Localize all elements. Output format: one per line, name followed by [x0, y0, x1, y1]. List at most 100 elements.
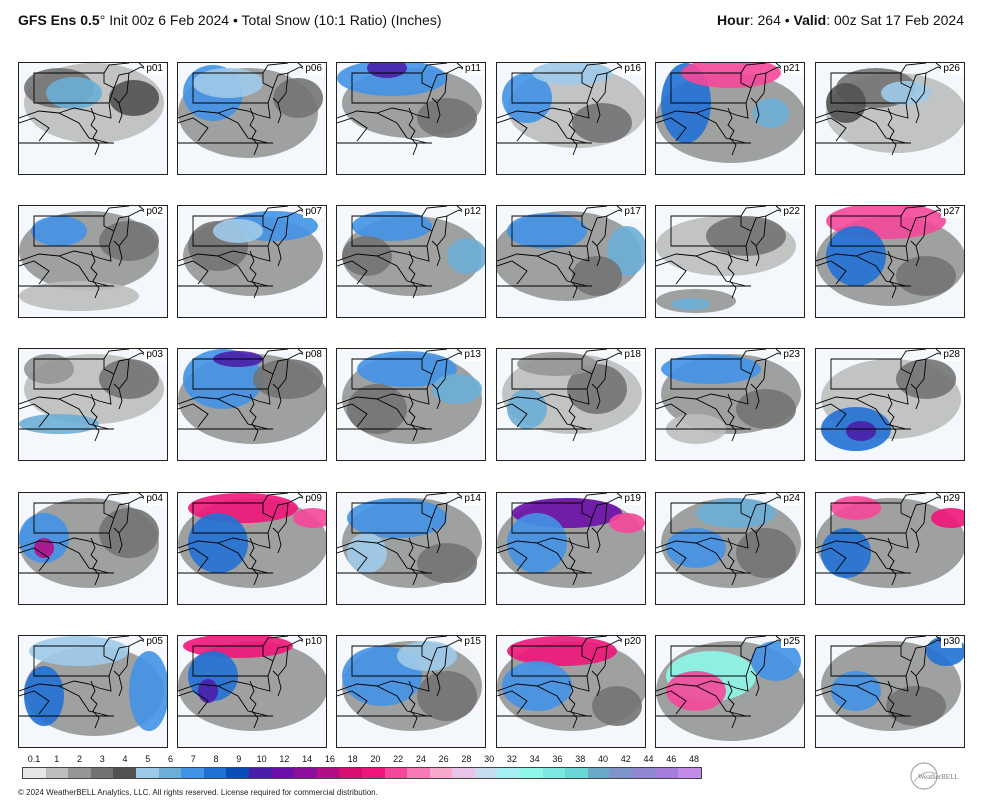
snowfall-contour: [342, 236, 392, 276]
snowfall-contour: [681, 63, 781, 88]
snowfall-map: [337, 63, 485, 174]
colorbar-tick-label: 14: [302, 754, 313, 764]
ensemble-member-panel: p13: [336, 348, 486, 461]
snowfall-contour: [253, 359, 323, 399]
member-label: p08: [303, 349, 324, 361]
title-separator: •: [229, 12, 242, 28]
colorbar-swatch: [542, 768, 566, 778]
colorbar-swatch: [135, 768, 159, 778]
snowfall-map: [19, 636, 167, 747]
snowfall-contour: [29, 636, 129, 666]
colorbar-tick-label: 30: [484, 754, 495, 764]
member-label: p27: [941, 206, 962, 218]
colorbar-swatch: [678, 768, 701, 778]
ensemble-member-panel: p25: [655, 635, 805, 748]
colorbar-tick-label: 28: [461, 754, 472, 764]
snowfall-contour: [367, 63, 407, 78]
ensemble-member-panel: p02: [18, 205, 168, 318]
colorbar-tick-label: 46: [666, 754, 677, 764]
ensemble-member-panel: p06: [177, 62, 327, 175]
colorbar-swatch: [384, 768, 408, 778]
colorbar-swatch: [23, 768, 46, 778]
colorbar-swatch: [655, 768, 679, 778]
snowfall-map: [337, 636, 485, 747]
member-label: p07: [303, 206, 324, 218]
colorbar-swatch: [226, 768, 249, 778]
ensemble-member-panel: p05: [18, 635, 168, 748]
snowfall-map: [178, 493, 326, 604]
member-label: p26: [941, 63, 962, 75]
colorbar-swatch: [68, 768, 91, 778]
snowfall-contour: [666, 671, 726, 711]
colorbar-swatch: [497, 768, 521, 778]
snowfall-map: [337, 349, 485, 460]
member-label: p28: [941, 349, 962, 361]
init-time: Init 00z 6 Feb 2024: [105, 12, 230, 28]
ensemble-member-panel: p12: [336, 205, 486, 318]
colorbar-tick-label: 20: [370, 754, 381, 764]
weatherbell-logo-icon: WeatherBELL: [910, 762, 959, 790]
colorbar-tick-label: 40: [597, 754, 608, 764]
snowfall-map: [656, 493, 804, 604]
member-label: p01: [144, 63, 165, 75]
snowfall-contour: [99, 221, 159, 261]
colorbar-tick-label: 6: [168, 754, 174, 764]
member-label: p05: [144, 636, 165, 648]
colorbar-swatch: [181, 768, 204, 778]
member-label: p13: [462, 349, 483, 361]
snowfall-map: [816, 636, 964, 747]
colorbar-legend: 0.1 1 2 3 4 5 6 7 8 9 10 12 14 16 18 20 22 24 26 28 30 32 34 36…: [22, 754, 702, 784]
snowfall-contour: [129, 651, 167, 731]
colorbar-swatch: [45, 768, 69, 778]
colorbar-tick-label: 32: [506, 754, 517, 764]
colorbar-swatch: [520, 768, 543, 778]
snowfall-contour: [337, 63, 447, 96]
colorbar-swatch: [587, 768, 611, 778]
ensemble-member-panel: p17: [496, 205, 646, 318]
hour-value: : 264: [749, 12, 781, 28]
colorbar-swatch: [113, 768, 136, 778]
snowfall-contour: [661, 354, 761, 384]
snowfall-map: [497, 493, 645, 604]
colorbar-tick-label: 42: [620, 754, 631, 764]
snowfall-contour: [99, 508, 159, 558]
member-label: p06: [303, 63, 324, 75]
snowfall-map: [816, 493, 964, 604]
colorbar-tick-label: 5: [145, 754, 151, 764]
ensemble-member-panel: p10: [177, 635, 327, 748]
ensemble-member-panel: p09: [177, 492, 327, 605]
colorbar-swatch: [203, 768, 227, 778]
member-label: p17: [622, 206, 643, 218]
member-label: p16: [622, 63, 643, 75]
member-label: p24: [781, 493, 802, 505]
colorbar-tick-label: 24: [415, 754, 426, 764]
snowfall-contour: [19, 281, 139, 311]
snowfall-contour: [671, 298, 711, 310]
ensemble-member-panel: p03: [18, 348, 168, 461]
snowfall-contour: [666, 528, 726, 568]
ensemble-member-panel: p20: [496, 635, 646, 748]
snowfall-contour: [896, 359, 956, 399]
colorbar-swatch: [248, 768, 272, 778]
snowfall-map: [656, 349, 804, 460]
member-label: p03: [144, 349, 165, 361]
colorbar-swatch: [633, 768, 656, 778]
snowfall-contour: [417, 543, 477, 583]
snowfall-map: [497, 206, 645, 317]
ensemble-member-panel: p29: [815, 492, 965, 605]
colorbar-tick-label: 34: [529, 754, 540, 764]
hour-label: Hour: [717, 12, 750, 28]
member-label: p23: [781, 349, 802, 361]
member-label: p11: [463, 63, 483, 75]
degree-symbol: °: [99, 12, 106, 28]
member-label: p25: [781, 636, 802, 648]
colorbar-swatch: [339, 768, 362, 778]
colorbar-swatch: [407, 768, 430, 778]
ensemble-member-panel: p15: [336, 635, 486, 748]
copyright-footer: © 2024 WeatherBELL Analytics, LLC. All r…: [18, 788, 378, 797]
snowfall-map: [337, 206, 485, 317]
colorbar-tick-label: 1: [54, 754, 60, 764]
snowfall-contour: [109, 80, 159, 116]
member-label: p14: [462, 493, 483, 505]
ensemble-member-panel: p08: [177, 348, 327, 461]
